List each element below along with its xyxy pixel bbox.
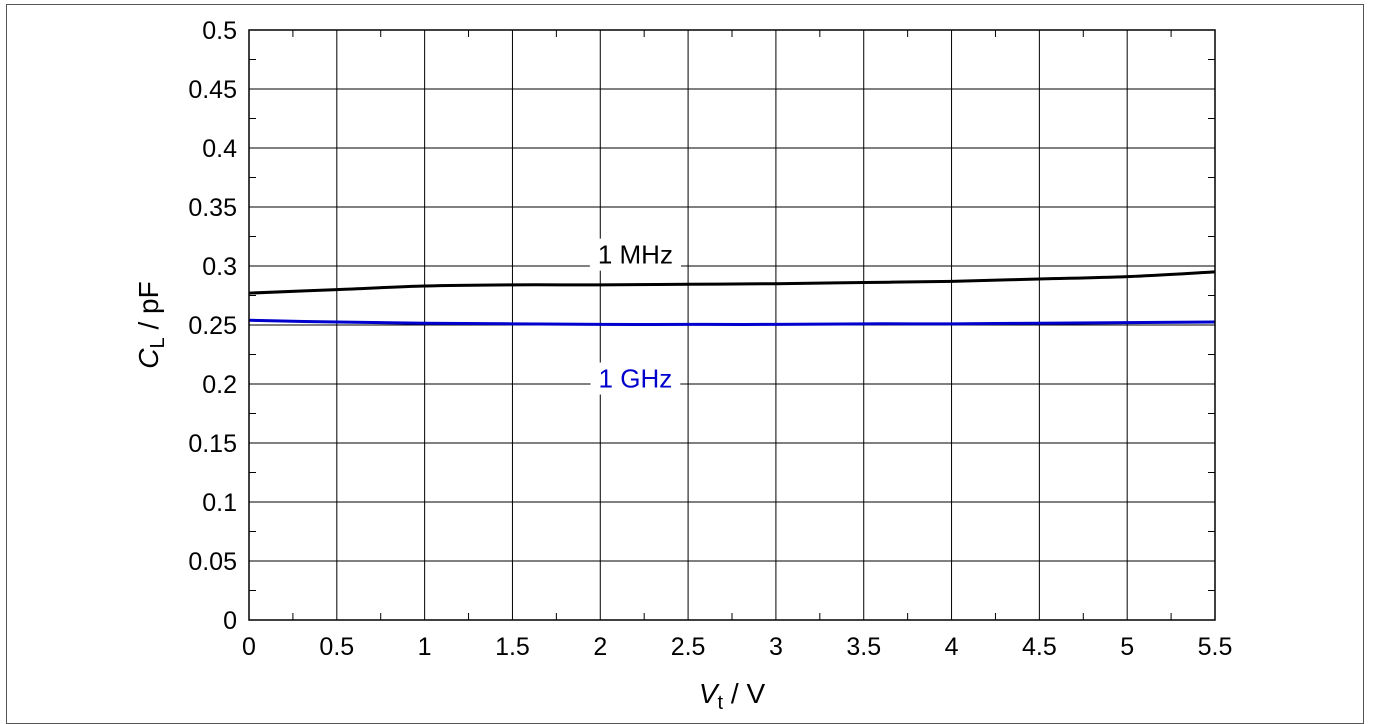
y-tick-label: 0.05: [188, 548, 237, 576]
x-axis-title-sub: t: [718, 692, 724, 713]
x-axis-title-unit: / V: [723, 678, 765, 709]
x-tick-label: 4.5: [1022, 633, 1057, 661]
y-tick-label: 0.15: [188, 430, 237, 458]
y-axis-title-main: C: [133, 348, 164, 369]
x-tick-label: 3: [769, 633, 783, 661]
x-tick-label: 5: [1120, 633, 1134, 661]
x-tick-labels: 0 0.5 1 1.5 2 2.5 3 3.5 4 4.5 5 5.5: [242, 633, 1232, 661]
x-tick-label: 0: [242, 633, 256, 661]
x-tick-label: 2: [593, 633, 607, 661]
y-tick-label: 0.45: [188, 76, 237, 104]
series-line-0: [248, 270, 1216, 295]
x-tick-label: 0.5: [319, 633, 354, 661]
series-label-0: 1 MHz: [598, 240, 673, 270]
series-labels: 1 MHz 1 GHz: [589, 238, 681, 395]
y-tick-label: 0.5: [202, 17, 237, 45]
y-axis-title: CL / pF: [133, 281, 169, 368]
minor-ticks: [249, 30, 1215, 620]
x-tick-label: 1.5: [495, 633, 530, 661]
y-tick-label: 0: [223, 607, 237, 635]
x-tick-label: 4: [945, 633, 959, 661]
y-tick-label: 0.25: [188, 312, 237, 340]
series-lines: [248, 270, 1216, 326]
y-axis-title-sub: L: [147, 337, 169, 348]
y-tick-label: 0.3: [202, 253, 237, 281]
x-tick-label: 5.5: [1198, 633, 1233, 661]
series-label-bg-0: [589, 238, 681, 271]
x-tick-label: 1: [418, 633, 432, 661]
series-label-bg-1: [590, 362, 681, 395]
x-axis-title-main: V: [699, 678, 720, 709]
y-tick-labels: 0 0.05 0.1 0.15 0.2 0.25 0.3 0.35 0.4 0.45 0.5: [188, 17, 237, 635]
y-tick-label: 0.2: [202, 371, 237, 399]
y-tick-label: 0.4: [202, 135, 237, 163]
y-tick-label: 0.1: [202, 489, 237, 517]
series-label-1: 1 GHz: [599, 364, 673, 394]
y-tick-label: 0.35: [188, 194, 237, 222]
x-axis-title: Vt / V: [699, 678, 766, 713]
chart-frame: [6, 4, 1364, 724]
y-axis-title-unit: / pF: [133, 281, 164, 337]
series-line-1: [248, 318, 1216, 326]
x-tick-label: 3.5: [846, 633, 881, 661]
x-tick-label: 2.5: [671, 633, 706, 661]
plot-area-border: [248, 29, 1216, 621]
